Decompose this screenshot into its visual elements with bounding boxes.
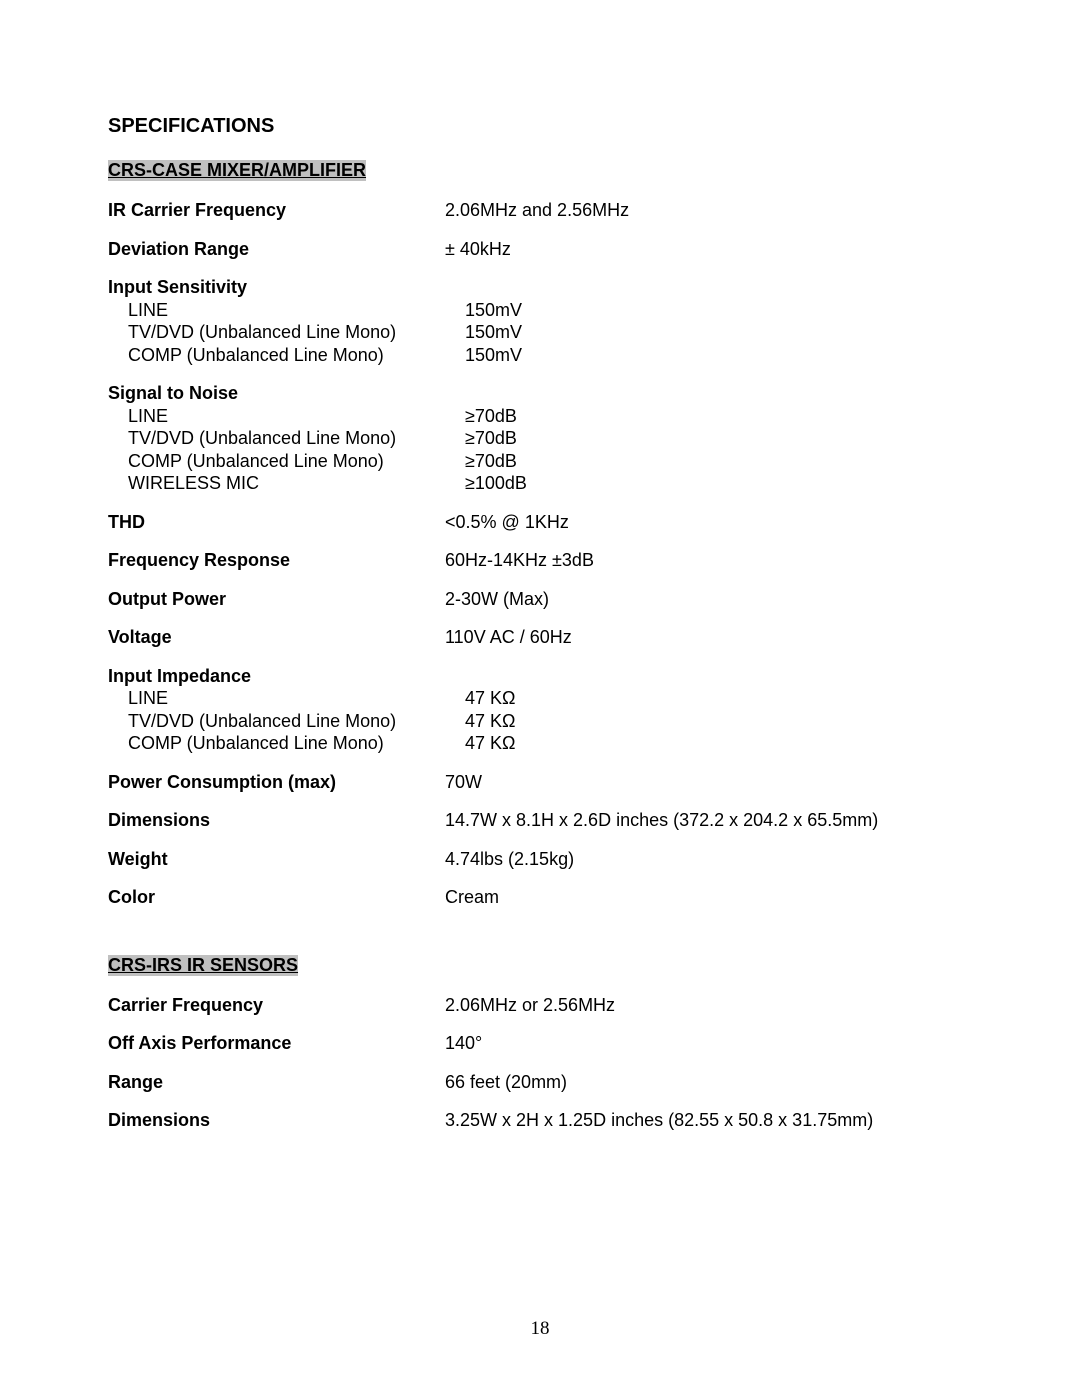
spec-label: Signal to Noise — [108, 382, 445, 405]
spec-label: Dimensions — [108, 1109, 445, 1132]
spec-range: Range 66 feet (20mm) — [108, 1071, 980, 1094]
spec-label: Input Sensitivity — [108, 276, 445, 299]
spec-value: 3.25W x 2H x 1.25D inches (82.55 x 50.8 … — [445, 1109, 980, 1132]
spec-value: Cream — [445, 886, 980, 909]
spec-sublabel: LINE — [108, 687, 465, 710]
spec-value: 140° — [445, 1032, 980, 1055]
spec-sublabel: COMP (Unbalanced Line Mono) — [108, 450, 465, 473]
spec-label: Range — [108, 1071, 445, 1094]
spec-input-impedance: Input Impedance LINE 47 KΩ TV/DVD (Unbal… — [108, 665, 980, 755]
spec-label: Deviation Range — [108, 238, 445, 261]
spec-value — [445, 665, 980, 688]
spec-off-axis-performance: Off Axis Performance 140° — [108, 1032, 980, 1055]
spec-value: ≥70dB — [465, 450, 980, 473]
section-header: CRS-CASE MIXER/AMPLIFIER — [108, 160, 366, 181]
spec-value: 60Hz-14KHz ±3dB — [445, 549, 980, 572]
spec-value: <0.5% @ 1KHz — [445, 511, 980, 534]
section-header: CRS-IRS IR SENSORS — [108, 955, 298, 976]
spec-label: Color — [108, 886, 445, 909]
spec-dimensions: Dimensions 3.25W x 2H x 1.25D inches (82… — [108, 1109, 980, 1132]
spec-color: Color Cream — [108, 886, 980, 909]
spec-value: 110V AC / 60Hz — [445, 626, 980, 649]
spec-frequency-response: Frequency Response 60Hz-14KHz ±3dB — [108, 549, 980, 572]
spec-dimensions: Dimensions 14.7W x 8.1H x 2.6D inches (3… — [108, 809, 980, 832]
spec-value: 2-30W (Max) — [445, 588, 980, 611]
spec-value — [445, 382, 980, 405]
spec-label: Output Power — [108, 588, 445, 611]
spec-sublabel: WIRELESS MIC — [108, 472, 465, 495]
spec-value: 47 KΩ — [465, 710, 980, 733]
page-title: SPECIFICATIONS — [108, 115, 980, 138]
spec-sublabel: LINE — [108, 405, 465, 428]
spec-value: 66 feet (20mm) — [445, 1071, 980, 1094]
spec-value: 2.06MHz or 2.56MHz — [445, 994, 980, 1017]
spec-weight: Weight 4.74lbs (2.15kg) — [108, 848, 980, 871]
spec-label: Power Consumption (max) — [108, 771, 445, 794]
page-number: 18 — [0, 1318, 1080, 1340]
spec-sublabel: COMP (Unbalanced Line Mono) — [108, 344, 465, 367]
spec-power-consumption: Power Consumption (max) 70W — [108, 771, 980, 794]
spec-label: Input Impedance — [108, 665, 445, 688]
spec-sublabel: COMP (Unbalanced Line Mono) — [108, 732, 465, 755]
spec-deviation-range: Deviation Range ± 40kHz — [108, 238, 980, 261]
spec-value: 2.06MHz and 2.56MHz — [445, 199, 980, 222]
spec-label: Voltage — [108, 626, 445, 649]
spec-value: ± 40kHz — [445, 238, 980, 261]
spec-thd: THD <0.5% @ 1KHz — [108, 511, 980, 534]
spec-voltage: Voltage 110V AC / 60Hz — [108, 626, 980, 649]
spec-value: 150mV — [465, 344, 980, 367]
spec-sublabel: TV/DVD (Unbalanced Line Mono) — [108, 427, 465, 450]
section-mixer-amplifier: CRS-CASE MIXER/AMPLIFIER IR Carrier Freq… — [108, 160, 980, 909]
spec-value: 150mV — [465, 321, 980, 344]
spec-value: 150mV — [465, 299, 980, 322]
spec-ir-carrier-frequency: IR Carrier Frequency 2.06MHz and 2.56MHz — [108, 199, 980, 222]
spec-value: ≥70dB — [465, 427, 980, 450]
spec-input-sensitivity: Input Sensitivity LINE 150mV TV/DVD (Unb… — [108, 276, 980, 366]
spec-label: Off Axis Performance — [108, 1032, 445, 1055]
spec-sublabel: TV/DVD (Unbalanced Line Mono) — [108, 321, 465, 344]
spec-value: 47 KΩ — [465, 732, 980, 755]
spec-value: 70W — [445, 771, 980, 794]
spec-label: Weight — [108, 848, 445, 871]
spec-label: IR Carrier Frequency — [108, 199, 445, 222]
spec-value: 47 KΩ — [465, 687, 980, 710]
spec-label: Dimensions — [108, 809, 445, 832]
spec-value: ≥70dB — [465, 405, 980, 428]
section-ir-sensors: CRS-IRS IR SENSORS Carrier Frequency 2.0… — [108, 955, 980, 1132]
spec-value: ≥100dB — [465, 472, 980, 495]
spec-carrier-frequency: Carrier Frequency 2.06MHz or 2.56MHz — [108, 994, 980, 1017]
spec-signal-to-noise: Signal to Noise LINE ≥70dB TV/DVD (Unbal… — [108, 382, 980, 495]
spec-sublabel: TV/DVD (Unbalanced Line Mono) — [108, 710, 465, 733]
specifications-page: SPECIFICATIONS CRS-CASE MIXER/AMPLIFIER … — [0, 0, 1080, 1132]
spec-output-power: Output Power 2-30W (Max) — [108, 588, 980, 611]
spec-value: 14.7W x 8.1H x 2.6D inches (372.2 x 204.… — [445, 809, 980, 832]
spec-value — [445, 276, 980, 299]
spec-label: Carrier Frequency — [108, 994, 445, 1017]
spec-value: 4.74lbs (2.15kg) — [445, 848, 980, 871]
spec-label: Frequency Response — [108, 549, 445, 572]
spec-sublabel: LINE — [108, 299, 465, 322]
spec-label: THD — [108, 511, 445, 534]
